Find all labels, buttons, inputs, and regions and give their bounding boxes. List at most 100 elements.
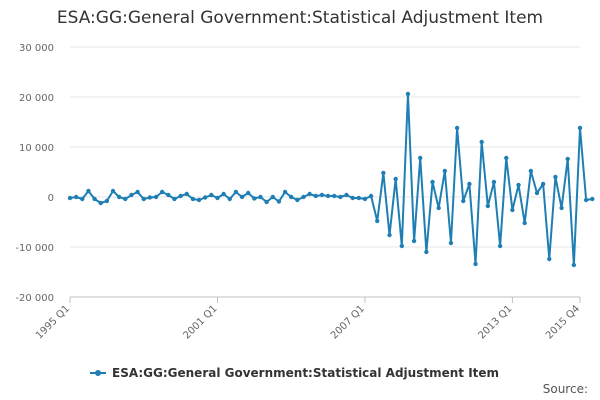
- data-point: [571, 262, 577, 268]
- data-point: [534, 190, 540, 196]
- data-point: [442, 168, 448, 174]
- source-label: Source:: [542, 382, 588, 396]
- x-tick-label: 2013 Q1: [476, 303, 514, 341]
- x-tick-label: 2001 Q1: [181, 303, 219, 341]
- data-point: [454, 125, 460, 131]
- data-point: [436, 205, 441, 211]
- data-point: [540, 181, 546, 187]
- data-point: [276, 199, 282, 204]
- data-point: [368, 193, 374, 199]
- data-point: [387, 232, 392, 238]
- data-point: [350, 195, 355, 201]
- data-point: [393, 176, 398, 182]
- data-point: [153, 194, 159, 200]
- data-point: [522, 220, 527, 226]
- data-point: [239, 194, 245, 200]
- data-point: [227, 196, 232, 202]
- data-point: [553, 174, 558, 180]
- data-point: [565, 156, 570, 162]
- y-tick-label: -10 000: [15, 243, 54, 254]
- data-point: [166, 192, 171, 198]
- y-tick-label: 20 000: [19, 93, 54, 104]
- x-tick-label: 2007 Q1: [329, 303, 367, 341]
- data-point: [528, 168, 534, 174]
- data-point: [98, 200, 103, 206]
- data-point: [307, 191, 312, 197]
- data-point: [319, 192, 325, 198]
- data-point: [282, 189, 288, 195]
- data-point: [362, 196, 368, 202]
- data-point: [332, 193, 337, 199]
- data-point: [147, 195, 153, 200]
- data-point: [504, 155, 509, 161]
- data-point: [325, 193, 331, 199]
- data-point: [491, 179, 497, 185]
- y-tick-label: 0: [48, 193, 54, 204]
- data-point: [424, 249, 429, 255]
- data-point: [178, 193, 183, 199]
- data-point: [411, 238, 417, 244]
- data-point: [313, 193, 318, 199]
- data-point: [381, 170, 386, 176]
- data-point: [67, 195, 73, 201]
- x-tick-label: 2015 Q4: [544, 303, 582, 341]
- data-point: [190, 196, 196, 202]
- data-point: [473, 261, 478, 267]
- data-point: [590, 196, 595, 202]
- data-point: [116, 194, 122, 200]
- data-point: [172, 196, 177, 202]
- data-point: [497, 243, 503, 249]
- data-point: [547, 256, 552, 262]
- data-point: [159, 189, 165, 195]
- data-point: [258, 194, 263, 200]
- data-point: [430, 179, 435, 185]
- x-axis: 1995 Q1 2001 Q1 2007 Q1 2013 Q1 2015 Q4: [34, 296, 582, 341]
- data-point: [577, 125, 583, 131]
- y-tick-label: 30 000: [19, 43, 54, 54]
- data-point: [123, 196, 128, 202]
- data-point: [110, 188, 116, 194]
- legend-label: ESA:GG:General Government:Statistical Ad…: [112, 366, 499, 380]
- data-point: [135, 189, 140, 195]
- data-point: [80, 196, 85, 202]
- data-point: [141, 196, 146, 202]
- data-point: [196, 197, 202, 203]
- data-point: [479, 139, 484, 145]
- data-point: [233, 189, 239, 195]
- data-point: [92, 196, 97, 202]
- data-point: [221, 191, 226, 197]
- legend[interactable]: ESA:GG:General Government:Statistical Ad…: [90, 366, 499, 380]
- data-point: [202, 195, 208, 200]
- data-point: [516, 182, 521, 188]
- data-point: [270, 194, 275, 200]
- data-point: [338, 194, 343, 200]
- x-tick-label: 1995 Q1: [34, 303, 72, 341]
- data-point: [485, 203, 491, 209]
- data-point: [583, 197, 589, 203]
- y-tick-label: 10 000: [19, 143, 54, 154]
- series-group: [67, 91, 595, 268]
- data-point: [264, 199, 269, 205]
- data-point: [73, 194, 79, 200]
- grid-lines: [70, 46, 580, 298]
- data-point: [104, 198, 110, 204]
- y-tick-label: -20 000: [15, 293, 54, 304]
- data-point: [448, 240, 454, 246]
- data-point: [375, 218, 380, 224]
- data-point: [245, 190, 251, 196]
- data-point: [418, 155, 423, 161]
- data-point: [252, 196, 257, 201]
- data-point: [289, 194, 294, 200]
- data-point: [184, 191, 189, 197]
- data-point: [467, 181, 472, 187]
- data-point: [344, 192, 349, 198]
- data-point: [301, 194, 306, 200]
- data-point: [215, 195, 220, 201]
- data-point: [399, 243, 405, 249]
- data-point: [461, 198, 466, 204]
- data-point: [510, 207, 515, 213]
- data-point: [129, 192, 134, 198]
- data-point: [356, 195, 361, 201]
- data-point: [295, 197, 300, 203]
